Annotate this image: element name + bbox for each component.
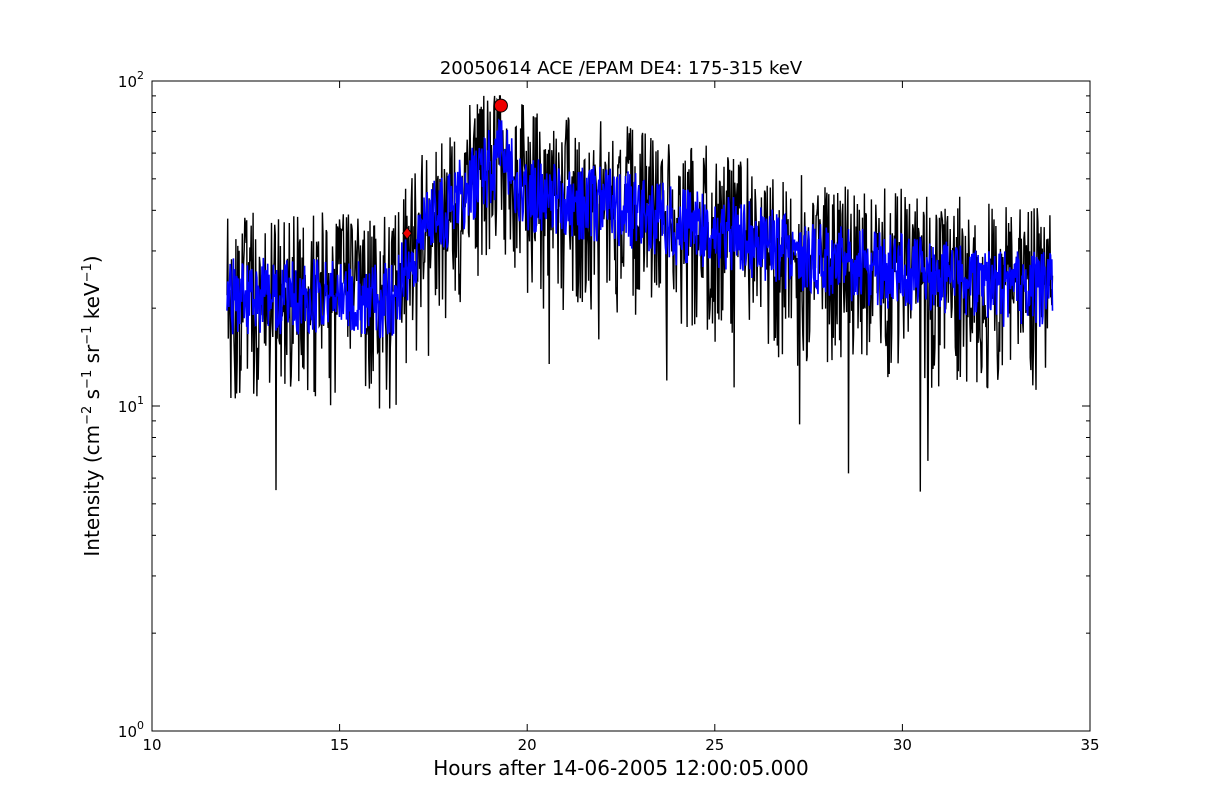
- y-tick-label-base: 10: [118, 398, 137, 416]
- y-axis-label-mid2: sr: [80, 344, 104, 370]
- plot-area: [226, 95, 1054, 492]
- y-axis-label-mid3: keV: [80, 282, 104, 326]
- y-axis-label-exp3: −1: [80, 326, 95, 345]
- y-tick-label-exp: 2: [137, 69, 144, 82]
- y-axis-label-prefix: Intensity (cm: [80, 425, 104, 557]
- y-tick-label: 101: [118, 394, 144, 416]
- y-tick-label-exp: 0: [137, 719, 144, 732]
- x-tick-label: 30: [893, 736, 912, 754]
- y-tick-label-base: 10: [118, 73, 137, 91]
- y-axis-label-exp1: −2: [80, 406, 95, 425]
- y-tick-label-exp: 1: [137, 394, 144, 407]
- marker-peak: [493, 98, 508, 113]
- y-axis-label: Intensity (cm−2 s−1 sr−1 keV−1): [80, 255, 104, 556]
- x-tick-label: 25: [705, 736, 724, 754]
- x-tick-label: 20: [518, 736, 537, 754]
- x-tick-label: 15: [330, 736, 349, 754]
- series-line-blue: [226, 118, 1054, 339]
- x-axis-ticks: 10 15 20 25 30 35: [142, 81, 1100, 754]
- y-tick-label-base: 10: [118, 723, 137, 741]
- y-tick-label: 100: [118, 719, 144, 741]
- y-axis-label-suffix: ): [80, 255, 104, 263]
- y-axis-label-mid1: s: [80, 389, 104, 406]
- y-axis-label-exp4: −1: [80, 263, 95, 282]
- chart-title: 20050614 ACE /EPAM DE4: 175-315 keV: [440, 58, 803, 79]
- y-tick-label: 102: [118, 69, 144, 91]
- x-tick-label: 10: [142, 736, 161, 754]
- y-axis-label-exp2: −1: [80, 370, 95, 389]
- marker-onset: [402, 226, 413, 241]
- x-axis-label: Hours after 14-06-2005 12:00:05.000: [433, 756, 809, 780]
- x-tick-label: 35: [1080, 736, 1099, 754]
